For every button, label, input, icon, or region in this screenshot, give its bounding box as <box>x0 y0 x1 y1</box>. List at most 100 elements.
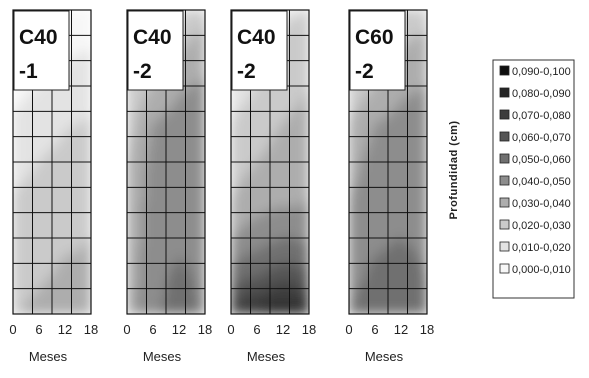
contour-cell <box>174 186 179 193</box>
contour-cell <box>239 126 244 133</box>
contour-cell <box>177 207 182 214</box>
contour-cell <box>239 191 244 198</box>
contour-cell <box>272 222 277 229</box>
contour-cell <box>186 80 191 87</box>
contour-cell <box>177 196 182 204</box>
contour-cell <box>51 293 56 300</box>
contour-cell <box>54 171 59 178</box>
contour-cell <box>239 272 244 280</box>
contour-cell <box>45 156 50 163</box>
contour-cell <box>296 298 301 305</box>
contour-cell <box>233 176 238 183</box>
contour-cell <box>260 186 265 193</box>
contour-cell <box>177 298 182 305</box>
contour-cell <box>18 298 23 305</box>
contour-cell <box>263 242 268 249</box>
contour-cell <box>150 232 155 239</box>
contour-cell <box>299 85 304 92</box>
contour-cell <box>57 298 62 305</box>
contour-cell <box>27 141 32 148</box>
contour-cell <box>18 126 23 133</box>
contour-cell <box>15 252 20 259</box>
contour-cell <box>174 95 179 102</box>
contour-cell <box>13 120 17 128</box>
contour-cell <box>48 151 53 158</box>
contour-cell <box>84 105 89 112</box>
contour-cell <box>129 252 134 259</box>
contour-cell <box>60 217 65 224</box>
contour-cell <box>254 181 259 188</box>
contour-cell <box>257 202 262 209</box>
contour-cell <box>233 267 238 274</box>
contour-cell <box>302 70 307 77</box>
contour-cell <box>129 166 134 173</box>
contour-cell <box>251 166 256 173</box>
contour-cell <box>18 267 23 274</box>
contour-cell <box>305 217 309 224</box>
contour-cell <box>87 120 91 128</box>
contour-cell <box>195 14 200 21</box>
contour-cell <box>236 283 241 290</box>
contour-cell <box>201 272 205 280</box>
contour-cell <box>284 232 289 239</box>
contour-cell <box>171 136 176 143</box>
contour-cell <box>198 257 203 264</box>
contour-cell <box>141 303 146 310</box>
contour-cell <box>266 126 271 133</box>
contour-cell <box>284 242 289 249</box>
contour-cell <box>186 247 191 254</box>
contour-cell <box>21 283 26 290</box>
contour-cell <box>171 267 176 274</box>
contour-cell <box>66 283 71 290</box>
contour-cell <box>159 131 164 138</box>
contour-cell <box>201 156 205 163</box>
contour-cell <box>15 186 20 193</box>
contour-cell <box>81 14 86 21</box>
contour-cell <box>171 247 176 254</box>
contour-cell <box>284 222 289 229</box>
contour-cell <box>84 80 89 87</box>
contour-cell <box>132 222 137 229</box>
contour-cell <box>275 222 280 229</box>
contour-cell <box>135 278 140 285</box>
contour-cell <box>13 161 17 168</box>
contour-cell <box>45 191 50 198</box>
contour-cell <box>263 308 268 314</box>
contour-cell <box>408 10 413 16</box>
contour-cell <box>180 191 185 198</box>
contour-cell <box>254 308 259 314</box>
contour-cell <box>278 141 283 148</box>
contour-cell <box>75 303 80 310</box>
contour-cell <box>269 283 274 290</box>
contour-cell <box>177 141 182 148</box>
contour-cell <box>192 176 197 183</box>
contour-cell <box>39 100 44 107</box>
x-tick-label: 12 <box>276 322 290 337</box>
contour-cell <box>45 237 50 244</box>
contour-cell <box>299 80 304 87</box>
contour-cell <box>305 303 309 310</box>
contour-cell <box>39 126 44 133</box>
contour-cell <box>186 141 191 148</box>
contour-cell <box>290 293 295 300</box>
contour-cell <box>192 55 197 62</box>
contour-cell <box>302 29 307 36</box>
contour-cell <box>81 90 86 97</box>
contour-cell <box>168 126 173 133</box>
contour-cell <box>162 115 167 122</box>
contour-cell <box>414 29 419 36</box>
contour-cell <box>251 227 256 234</box>
contour-cell <box>281 202 286 209</box>
contour-cell <box>162 120 167 128</box>
contour-cell <box>272 227 277 234</box>
contour-cell <box>195 55 200 62</box>
contour-cell <box>75 217 80 224</box>
contour-cell <box>257 105 262 112</box>
contour-cell <box>48 232 53 239</box>
contour-cell <box>266 267 271 274</box>
contour-cell <box>302 262 307 269</box>
contour-cell <box>192 171 197 178</box>
contour-cell <box>153 171 158 178</box>
contour-cell <box>72 227 77 234</box>
contour-cell <box>81 227 86 234</box>
